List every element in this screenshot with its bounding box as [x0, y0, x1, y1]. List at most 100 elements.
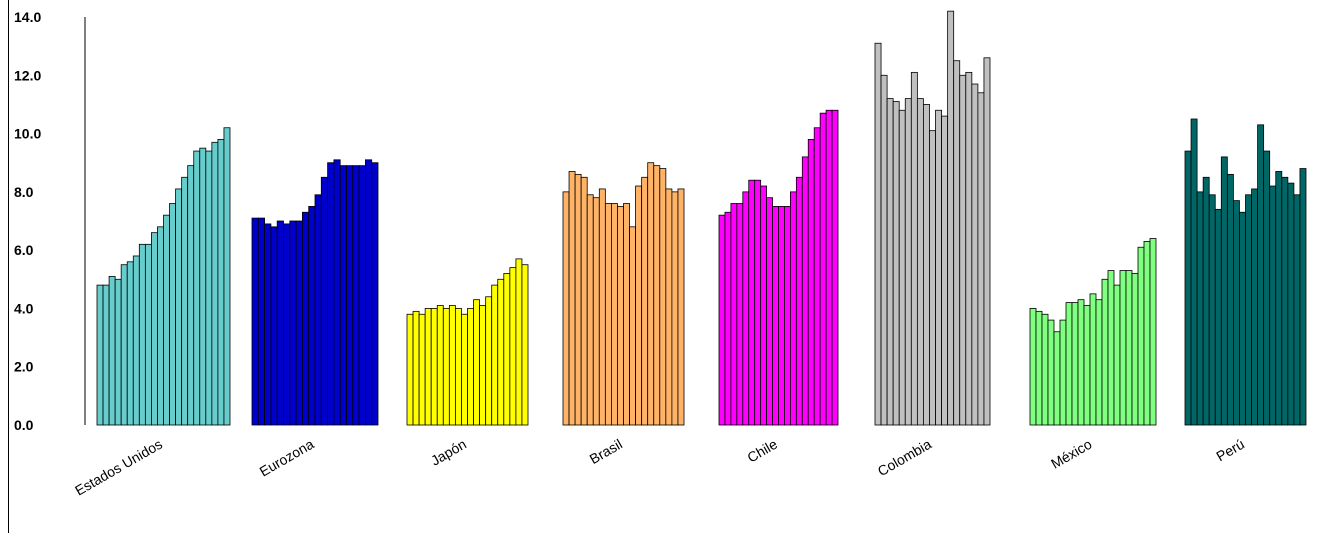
bar [910, 71, 918, 426]
bar [364, 159, 373, 426]
bar [479, 305, 487, 426]
bar [1083, 305, 1091, 426]
bar [509, 267, 517, 426]
bar [1131, 273, 1139, 426]
bar-group [562, 162, 685, 426]
bar [965, 71, 973, 426]
y-axis: 0.0 2.0 4.0 6.0 8.0 10.0 12.0 14.0 [14, 9, 86, 433]
bar [371, 162, 379, 426]
bar [169, 203, 177, 426]
bar-group [406, 258, 529, 426]
bar [412, 310, 420, 426]
bar [880, 74, 888, 426]
bar [886, 98, 894, 426]
bar [953, 60, 961, 426]
bar [467, 308, 474, 426]
bar [935, 109, 942, 426]
bar [730, 203, 738, 426]
bar [1077, 299, 1085, 426]
bar [1113, 284, 1121, 426]
bar-group [1184, 118, 1307, 426]
bar [635, 185, 643, 426]
bar [1119, 270, 1127, 426]
bar [205, 150, 213, 426]
bar [1245, 194, 1252, 426]
bar-group [874, 10, 991, 426]
bar [1184, 150, 1192, 426]
bar [320, 176, 328, 426]
y-tick-label: 12.0 [14, 67, 41, 83]
bar [211, 141, 219, 426]
x-category-label: Brasil [587, 436, 625, 467]
bar [754, 179, 762, 426]
x-axis-labels: Estados Unidos Eurozona Japón Brasil Chile Co… [72, 436, 1247, 499]
bar [790, 191, 797, 426]
bar-group [1029, 238, 1157, 426]
bar [1202, 176, 1210, 426]
bar [1047, 319, 1055, 426]
y-tick-label: 14.0 [14, 9, 41, 25]
bar [1107, 270, 1115, 426]
bar [1257, 124, 1265, 426]
bar [521, 264, 529, 426]
bar [1263, 150, 1271, 426]
x-category-label: Colombia [875, 436, 934, 480]
bar [1233, 200, 1240, 426]
bar [977, 92, 985, 426]
bar [497, 278, 505, 426]
bar-group [718, 109, 839, 426]
bar [461, 313, 468, 426]
x-category-label: Perú [1213, 436, 1247, 465]
bar [339, 165, 347, 426]
bar [1071, 302, 1079, 426]
bar [289, 220, 297, 426]
bar [1029, 308, 1037, 426]
bar [647, 162, 655, 426]
y-tick-label: 0.0 [14, 417, 34, 433]
bar [929, 130, 936, 426]
bar [436, 305, 444, 426]
bar [659, 168, 667, 426]
y-tick-label: 2.0 [14, 359, 34, 375]
bar [1196, 191, 1204, 426]
x-category-label: Chile [744, 436, 780, 466]
bar [1101, 278, 1109, 426]
bars-layer [96, 10, 1307, 426]
bar [795, 176, 803, 426]
bar [813, 127, 821, 426]
bar-group [96, 127, 231, 426]
bar [1143, 240, 1151, 426]
bar [276, 220, 284, 426]
bar [1041, 313, 1049, 426]
bar [1035, 310, 1043, 426]
bar [923, 104, 930, 426]
bar [503, 273, 511, 426]
bar [611, 203, 618, 426]
bar [1053, 331, 1061, 426]
bar [424, 308, 432, 426]
bar [430, 308, 438, 426]
bar [314, 194, 322, 426]
y-tick-label: 4.0 [14, 300, 34, 316]
bar [1287, 182, 1295, 426]
bar [126, 261, 134, 426]
bar [114, 278, 122, 426]
bar [1269, 185, 1277, 426]
bar [629, 226, 636, 426]
bar [916, 98, 924, 426]
bar [574, 173, 582, 426]
bar [327, 162, 335, 426]
bar [1065, 302, 1073, 426]
bar [473, 299, 480, 426]
bar [406, 313, 414, 426]
bar [1299, 168, 1307, 426]
bar [819, 112, 827, 426]
bar [163, 214, 170, 426]
bar [736, 203, 744, 426]
bar [251, 217, 259, 426]
bar [1226, 173, 1234, 426]
bar [1251, 188, 1259, 426]
bar [653, 165, 661, 426]
bar [515, 258, 523, 426]
